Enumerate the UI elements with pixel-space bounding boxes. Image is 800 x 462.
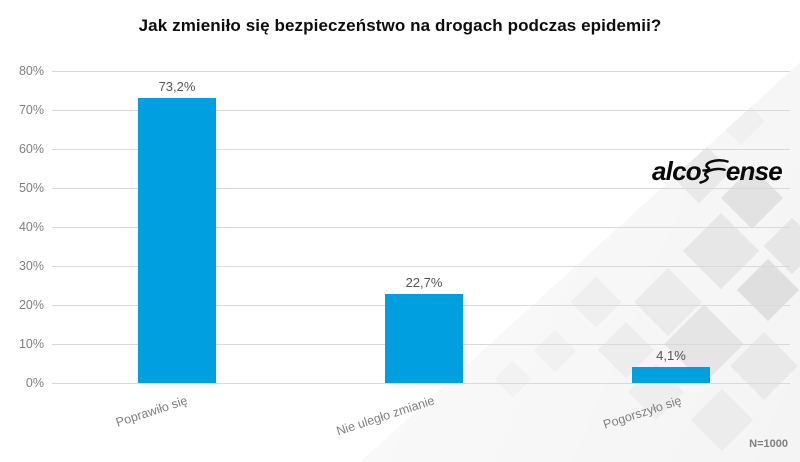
x-axis-category-label: Pogorszyło się xyxy=(601,393,684,432)
logo-text-left: alco xyxy=(652,155,702,186)
y-axis-tick-label: 80% xyxy=(18,64,44,78)
sample-size-note: N=1000 xyxy=(749,438,788,450)
gridline xyxy=(52,188,790,189)
gridline xyxy=(52,227,790,228)
bar-value-label: 22,7% xyxy=(405,275,443,290)
logo-text-right: ense xyxy=(725,155,783,186)
bar xyxy=(385,294,463,383)
y-axis-tick-label: 70% xyxy=(18,103,44,117)
bar-value-label: 73,2% xyxy=(158,79,196,94)
y-axis-tick-label: 30% xyxy=(18,259,44,273)
bar xyxy=(632,367,710,383)
gridline xyxy=(52,266,790,267)
y-axis-tick-label: 20% xyxy=(18,298,44,312)
y-axis-tick-label: 10% xyxy=(18,337,44,351)
gridline xyxy=(52,71,790,72)
gridline xyxy=(52,149,790,150)
alcosense-logo-s-icon xyxy=(699,159,729,184)
x-axis-category-label: Nie uległo zmianie xyxy=(334,393,437,439)
gridline xyxy=(52,383,790,384)
y-axis-tick-label: 40% xyxy=(18,220,44,234)
plot-area xyxy=(52,71,790,384)
alcosense-logo: alco ense xyxy=(652,154,783,188)
y-axis-tick-label: 60% xyxy=(18,142,44,156)
y-axis-tick-label: 50% xyxy=(18,181,44,195)
bar xyxy=(138,98,216,383)
chart-title: Jak zmieniło się bezpieczeństwo na droga… xyxy=(138,16,662,35)
bar-value-label: 4,1% xyxy=(656,348,686,363)
gridline xyxy=(52,110,790,111)
x-axis-category-label: Poprawiło się xyxy=(114,393,190,430)
y-axis-tick-label: 0% xyxy=(25,376,44,390)
